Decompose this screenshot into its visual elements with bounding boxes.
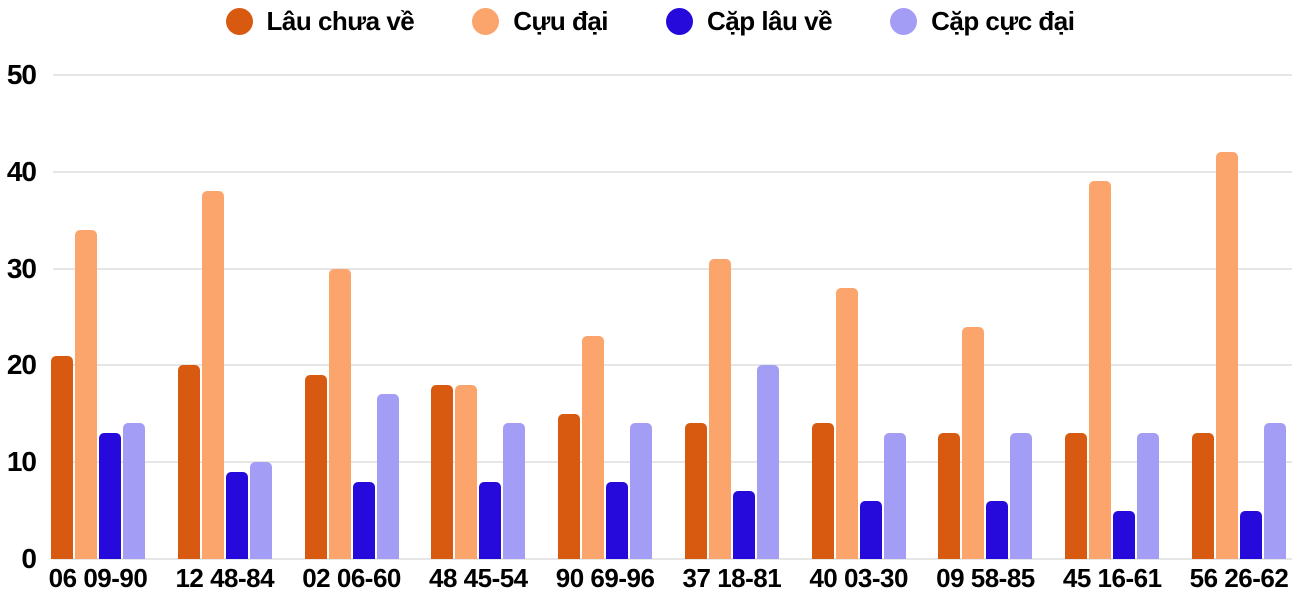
x-category-label: 40 03-30	[809, 563, 908, 593]
gridline	[53, 74, 1292, 76]
gridline	[53, 170, 1292, 173]
bar[interactable]	[225, 471, 248, 559]
bar[interactable]	[558, 413, 581, 559]
bar[interactable]	[503, 423, 526, 559]
x-category-label: 56 26-62	[1189, 563, 1289, 593]
x-category-label: 02 06-60	[302, 563, 401, 593]
bar[interactable]	[732, 491, 755, 559]
gridline	[53, 558, 1292, 560]
legend-item[interactable]: Cặp cực đại	[890, 6, 1075, 37]
bar[interactable]	[1113, 510, 1136, 559]
bar[interactable]	[455, 384, 478, 559]
y-tick-label: 30	[6, 252, 37, 284]
legend-swatch-icon	[472, 8, 500, 35]
bar[interactable]	[606, 481, 629, 559]
bar[interactable]	[962, 326, 985, 559]
legend-item[interactable]: Lâu chưa về	[225, 6, 415, 37]
bar[interactable]	[630, 423, 653, 559]
legend-item[interactable]: Cặp lâu về	[666, 6, 833, 37]
x-category-label: 06 09-90	[48, 563, 148, 593]
bar[interactable]	[75, 229, 97, 559]
gridline	[53, 364, 1292, 367]
bar[interactable]	[123, 423, 145, 559]
bar[interactable]	[1240, 510, 1262, 559]
bar[interactable]	[986, 500, 1009, 559]
x-category-label: 48 45-54	[429, 563, 528, 593]
bar[interactable]	[708, 258, 731, 559]
bar[interactable]	[352, 481, 375, 559]
legend-label: Cặp cực đại	[931, 6, 1075, 36]
bar[interactable]	[1089, 181, 1112, 559]
bar[interactable]	[249, 462, 272, 559]
legend-item[interactable]: Cựu đại	[472, 6, 609, 37]
x-category-label: 45 16-61	[1062, 563, 1162, 593]
legend-swatch-icon	[225, 8, 253, 35]
x-category-label: 12 48-84	[175, 563, 275, 593]
bar[interactable]	[1065, 433, 1088, 559]
bar[interactable]	[835, 287, 858, 559]
bar[interactable]	[684, 423, 707, 559]
bar[interactable]	[811, 423, 834, 559]
gridline	[53, 461, 1292, 464]
bar[interactable]	[582, 336, 605, 559]
x-category-label: 09 58-85	[936, 563, 1035, 593]
y-tick-label: 40	[6, 155, 37, 187]
bar[interactable]	[51, 355, 73, 559]
bar[interactable]	[859, 500, 882, 559]
y-tick-label: 50	[6, 59, 37, 90]
chart-legend: Lâu chưa về Cựu đại Cặp lâu về Cặp cực đại	[0, 6, 1300, 37]
bar[interactable]	[1264, 423, 1286, 559]
legend-label: Lâu chưa về	[266, 6, 415, 36]
gridline	[53, 267, 1292, 270]
legend-label: Cặp lâu về	[707, 6, 833, 36]
bar[interactable]	[376, 394, 399, 559]
y-tick-label: 0	[21, 543, 37, 574]
legend-label: Cựu đại	[513, 6, 609, 36]
bar[interactable]	[1216, 152, 1238, 559]
bar[interactable]	[177, 365, 200, 559]
bar[interactable]	[431, 384, 454, 559]
legend-swatch-icon	[666, 8, 694, 35]
bar[interactable]	[1192, 433, 1214, 559]
bar[interactable]	[328, 268, 351, 559]
x-category-label: 90 69-96	[555, 563, 655, 593]
y-tick-label: 10	[6, 446, 37, 478]
bar[interactable]	[99, 433, 121, 559]
x-category-label: 37 18-81	[682, 563, 782, 593]
y-tick-label: 20	[6, 349, 37, 381]
bar[interactable]	[1137, 433, 1160, 559]
bar[interactable]	[938, 433, 961, 559]
bar[interactable]	[883, 433, 906, 559]
legend-swatch-icon	[890, 8, 918, 35]
bar[interactable]	[304, 375, 327, 559]
bar[interactable]	[756, 365, 779, 559]
bar[interactable]	[1010, 433, 1033, 559]
bar[interactable]	[479, 481, 502, 559]
bar[interactable]	[201, 191, 224, 559]
